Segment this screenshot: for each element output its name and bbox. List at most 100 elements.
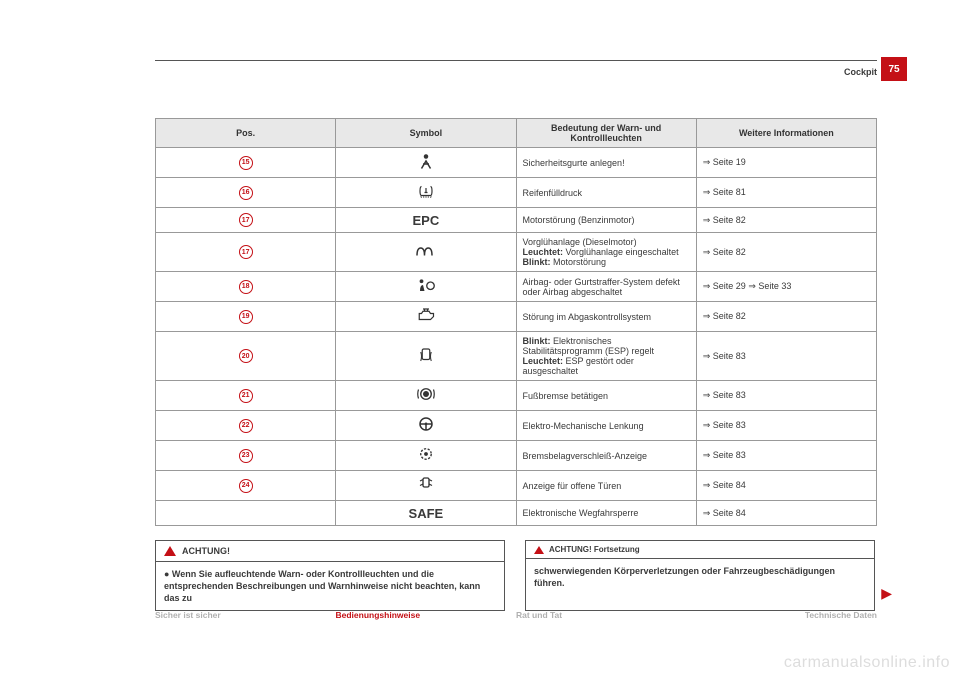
table-row: SAFEElektronische Wegfahrsperre⇒ Seite 8… [156,501,877,526]
cell-info: ⇒ Seite 82 [696,233,876,272]
cell-symbol [336,441,516,471]
table-row: 17EPCMotorstörung (Benzinmotor)⇒ Seite 8… [156,208,877,233]
esp-icon [414,351,438,367]
achtung-body-right: schwerwiegenden Körperverletzungen oder … [526,559,874,595]
cell-meaning: Störung im Abgaskontrollsystem [516,302,696,332]
cell-pos: 23 [156,441,336,471]
cell-meaning: Reifenfülldruck [516,178,696,208]
table-row: 19 Störung im Abgaskontrollsystem⇒ Seite … [156,302,877,332]
cell-info: ⇒ Seite 19 [696,148,876,178]
cell-meaning: Elektro-Mechanische Lenkung [516,411,696,441]
seatbelt-icon [414,157,438,173]
brakepad-icon [414,450,438,466]
cell-meaning: Airbag- oder Gurtstraffer-System defekt … [516,272,696,302]
footer-c4: Technische Daten [697,606,878,626]
table-row: 23 Bremsbelagverschleiß-Anzeige⇒ Seite 83 [156,441,877,471]
cell-pos: 16 [156,178,336,208]
th-info: Weitere Informationen [696,119,876,148]
achtung-heading-cont-text: ACHTUNG! Fortsetzung [549,545,640,554]
cell-info: ⇒ Seite 83 [696,411,876,441]
th-meaning: Bedeutung der Warn- und Kontrollleuchten [516,119,696,148]
cell-pos: 17 [156,208,336,233]
footer-nav: Sicher ist sicher Bedienungshinweise Rat… [155,606,877,626]
achtung-right-text: schwerwiegenden Körperverletzungen oder … [534,566,835,588]
symbol-text: EPC [413,213,440,228]
airbag-icon [414,281,438,297]
pos-circle: 24 [239,479,253,493]
cell-meaning: Motorstörung (Benzinmotor) [516,208,696,233]
achtung-box-left: ACHTUNG! ● Wenn Sie aufleuchtende Warn- … [155,540,505,611]
cell-info: ⇒ Seite 84 [696,471,876,501]
cell-meaning: Blinkt: Elektronisches Stabilitätsprogra… [516,332,696,381]
achtung-row: ACHTUNG! ● Wenn Sie aufleuchtende Warn- … [155,540,877,611]
achtung-heading: ACHTUNG! [156,541,504,562]
table-row: 18 Airbag- oder Gurtstraffer-System defek… [156,272,877,302]
footer-c1: Sicher ist sicher [155,606,336,626]
door-icon [414,480,438,496]
cell-symbol: SAFE [336,501,516,526]
watermark: carmanualsonline.info [784,654,950,672]
cell-meaning: Sicherheitsgurte anlegen! [516,148,696,178]
cell-info: ⇒ Seite 29 ⇒ Seite 33 [696,272,876,302]
cell-info: ⇒ Seite 83 [696,441,876,471]
pos-circle: 18 [239,280,253,294]
brake-icon [414,390,438,406]
achtung-heading-cont: ACHTUNG! Fortsetzung [526,541,874,559]
cell-pos: 19 [156,302,336,332]
th-symbol: Symbol [336,119,516,148]
table-row: 24 Anzeige für offene Türen⇒ Seite 84 [156,471,877,501]
pos-circle: 21 [239,389,253,403]
cell-symbol [336,272,516,302]
cell-meaning: Vorglühanlage (Dieselmotor)Leuchtet: Vor… [516,233,696,272]
cell-symbol [336,332,516,381]
table-row: 20 Blinkt: Elektronisches Stabilitätsprog… [156,332,877,381]
cell-symbol [336,233,516,272]
cell-meaning: Anzeige für offene Türen [516,471,696,501]
table-row: 21 Fußbremse betätigen⇒ Seite 83 [156,381,877,411]
cell-symbol [336,302,516,332]
cell-pos [156,501,336,526]
pos-circle: 19 [239,310,253,324]
pos-circle: 17 [239,213,253,227]
symbol-text: SAFE [409,506,444,521]
page-number: 75 [881,57,907,81]
pos-circle: 17 [239,245,253,259]
page-content: Cockpit 75 Pos. Symbol Bedeutung der War… [155,60,877,611]
cell-info: ⇒ Seite 83 [696,332,876,381]
warning-triangle-icon [534,546,544,554]
cell-pos: 21 [156,381,336,411]
cell-pos: 17 [156,233,336,272]
achtung-box-right: ACHTUNG! Fortsetzung schwerwiegenden Kör… [525,540,875,611]
achtung-left-text: ● Wenn Sie aufleuchtende Warn- oder Kont… [164,569,480,603]
pos-circle: 15 [239,156,253,170]
cell-symbol [336,178,516,208]
footer-c2: Bedienungshinweise [336,606,517,626]
cell-pos: 20 [156,332,336,381]
cell-meaning: Bremsbelagverschleiß-Anzeige [516,441,696,471]
cell-symbol [336,471,516,501]
pos-circle: 16 [239,186,253,200]
section-title: Cockpit [844,67,877,77]
cell-symbol: EPC [336,208,516,233]
th-pos: Pos. [156,119,336,148]
cell-info: ⇒ Seite 82 [696,302,876,332]
cell-pos: 15 [156,148,336,178]
cell-symbol [336,411,516,441]
cell-pos: 24 [156,471,336,501]
cell-symbol [336,148,516,178]
pos-circle: 20 [239,349,253,363]
cell-meaning: Elektronische Wegfahrsperre [516,501,696,526]
continue-arrow-icon: ▶ [881,585,892,602]
pos-circle: 23 [239,449,253,463]
footer-c3: Rat und Tat [516,606,697,626]
cell-meaning: Fußbremse betätigen [516,381,696,411]
steering-icon [414,420,438,436]
cell-pos: 18 [156,272,336,302]
cell-info: ⇒ Seite 83 [696,381,876,411]
cell-symbol [336,381,516,411]
engine-icon [414,311,438,327]
warning-triangle-icon [164,546,176,556]
glow-icon [414,247,438,263]
achtung-body-left: ● Wenn Sie aufleuchtende Warn- oder Kont… [156,562,504,610]
cell-pos: 22 [156,411,336,441]
